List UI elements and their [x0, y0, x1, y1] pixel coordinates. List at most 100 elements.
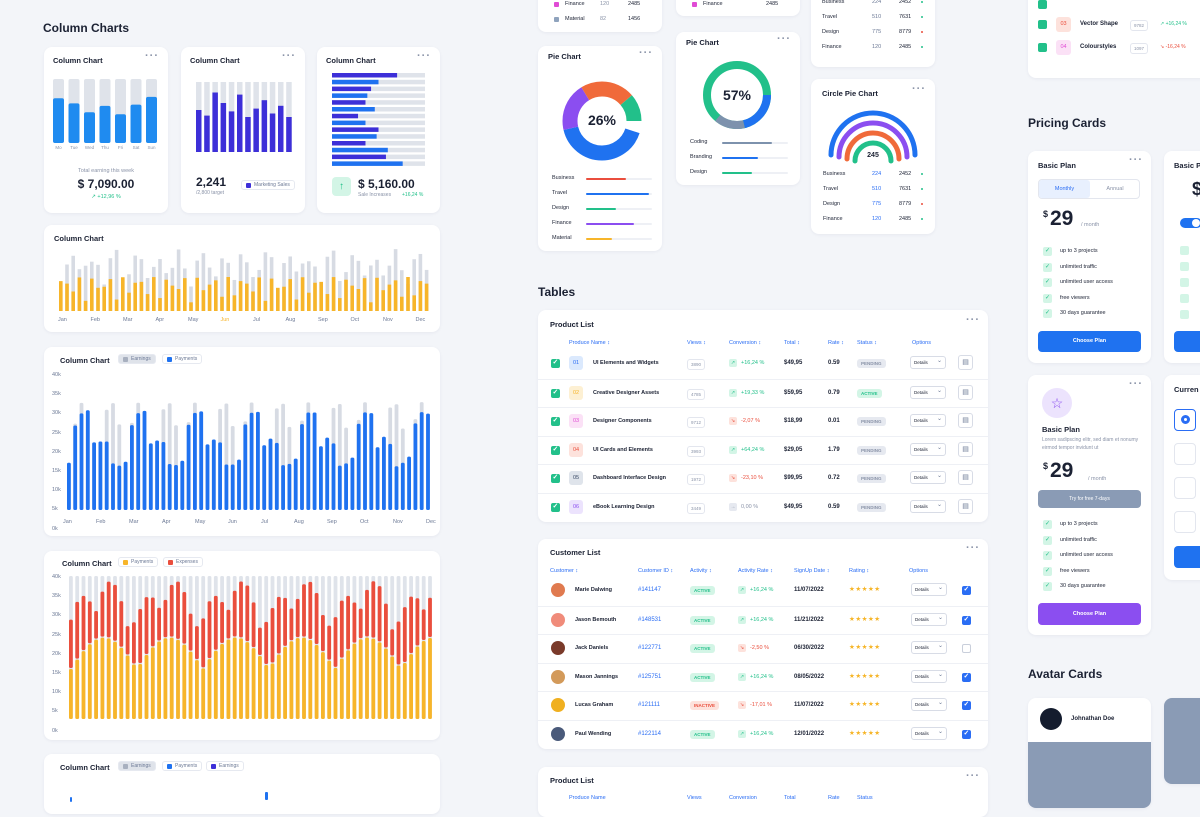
bar [419, 412, 424, 510]
continue-button[interactable] [1174, 546, 1200, 568]
more-options-icon[interactable]: ··· [639, 47, 653, 59]
feature-label: free viewers [1060, 567, 1090, 574]
activity-rate: -17,01 % [750, 702, 773, 709]
row-checkbox[interactable] [551, 416, 560, 426]
details-dropdown[interactable]: Details [910, 385, 946, 399]
row-checkbox[interactable] [962, 585, 971, 595]
legend-label: Earnings [131, 763, 151, 769]
customer-list-table: Customer List ··· Customer ↕ Customer ID … [538, 539, 988, 749]
bar-expenses [365, 589, 369, 637]
details-dropdown[interactable]: Details [911, 698, 947, 712]
row-checkbox[interactable] [962, 729, 971, 739]
details-dropdown[interactable]: Details [910, 414, 946, 427]
bar [183, 278, 187, 311]
file-icon[interactable]: ▤ [958, 470, 973, 485]
day-label: Sat [132, 145, 140, 150]
file-icon[interactable]: ▤ [958, 498, 973, 514]
donut-segment [562, 81, 642, 161]
more-options-icon[interactable]: ··· [417, 50, 431, 62]
bar-payments [409, 654, 413, 719]
bar [53, 98, 64, 143]
bar-track [332, 134, 425, 139]
radio-option[interactable] [1174, 477, 1196, 499]
details-dropdown[interactable]: Details [910, 356, 946, 369]
choose-plan-button[interactable]: Choose Plan [1038, 603, 1141, 625]
file-icon[interactable]: ▤ [958, 413, 973, 428]
arrow-up-right-icon: ↗ [738, 730, 746, 738]
tab-monthly[interactable]: Monthly [1039, 180, 1090, 198]
card-title: Column Chart [60, 356, 110, 365]
avatar-card: Johnathan Doe [1028, 698, 1151, 808]
sale-sub: Sale Increases [358, 192, 392, 198]
file-icon[interactable]: ▤ [958, 384, 973, 400]
toggle-switch[interactable] [1180, 218, 1200, 228]
signup-date: 11/21/2022 [794, 616, 824, 623]
month-label: Feb [90, 317, 100, 323]
more-options-icon[interactable]: ··· [282, 50, 296, 62]
choose-plan-button[interactable]: Choose Plan [1038, 331, 1141, 352]
mini-chart-card-1: Column Chart ··· Total earning this week… [44, 47, 168, 213]
bar-expenses [371, 581, 376, 638]
row-checkbox[interactable] [962, 672, 971, 682]
bar [228, 111, 235, 152]
row-checkbox[interactable] [1038, 20, 1047, 29]
details-dropdown[interactable]: Details [911, 583, 947, 596]
details-dropdown[interactable]: Details [910, 442, 946, 456]
partial-card-top-mid: Finance 2485 [676, 0, 800, 16]
row-checkbox[interactable] [551, 388, 560, 398]
row-name: Travel [822, 14, 838, 20]
bar-bg [325, 256, 330, 311]
tab-annual[interactable]: Annual [1106, 186, 1124, 192]
choose-plan-button[interactable] [1174, 331, 1200, 352]
month-label: Aug [285, 317, 296, 323]
table-row: Mason Jannings #125751 ACTIVE ↗ +16,24 % 08/0… [538, 662, 988, 691]
details-dropdown[interactable]: Details [911, 641, 947, 655]
radio-option[interactable] [1174, 511, 1196, 533]
more-options-icon[interactable]: ··· [1129, 378, 1143, 390]
details-dropdown[interactable]: Details [911, 612, 947, 626]
more-options-icon[interactable]: ··· [966, 770, 980, 782]
row-checkbox[interactable] [551, 473, 560, 483]
free-trial-button[interactable]: Try for free 7-days [1038, 490, 1141, 508]
row-total: 2452 [899, 171, 912, 177]
rate-value: 0.59 [828, 360, 840, 366]
file-icon[interactable]: ▤ [958, 441, 973, 457]
status-badge: ACTIVE [857, 388, 882, 398]
row-checkbox[interactable] [551, 502, 560, 512]
details-dropdown[interactable]: Details [910, 499, 946, 513]
more-options-icon[interactable]: ··· [777, 33, 791, 45]
bar [79, 413, 84, 510]
bar [256, 411, 260, 510]
bar-expenses [106, 581, 111, 638]
bar-payments [176, 639, 180, 719]
file-icon[interactable]: ▤ [958, 355, 973, 370]
details-dropdown[interactable]: Details [911, 669, 947, 683]
details-dropdown[interactable]: Details [911, 727, 947, 740]
more-options-icon[interactable]: ··· [966, 542, 980, 554]
row-checkbox[interactable] [551, 445, 560, 455]
row-checkbox[interactable] [551, 358, 560, 368]
more-options-icon[interactable]: ··· [145, 50, 159, 62]
signup-date: 11/07/2022 [794, 587, 824, 593]
more-options-icon[interactable]: ··· [1129, 154, 1143, 166]
checkbox[interactable] [1038, 0, 1047, 9]
row-checkbox[interactable] [962, 644, 971, 654]
row-checkbox[interactable] [962, 615, 971, 625]
details-dropdown[interactable]: Details [910, 471, 946, 484]
table-header-row: Customer ↕ Customer ID ↕ Activity ↕ Activit… [538, 568, 988, 578]
row-checkbox[interactable] [962, 700, 971, 711]
bar [84, 112, 95, 143]
radio-option[interactable] [1174, 443, 1196, 465]
row-checkbox[interactable] [1038, 43, 1047, 52]
product-name: UI Elements and Widgets [593, 360, 659, 366]
bar [130, 425, 134, 510]
bar [161, 441, 166, 510]
month-label: Mar [123, 317, 133, 323]
progress-fill [586, 208, 616, 210]
bar-payments [346, 650, 350, 719]
progress-fill [722, 142, 772, 144]
more-options-icon[interactable]: ··· [966, 314, 980, 326]
semi-circle-chart [828, 110, 918, 164]
bar [174, 465, 178, 510]
more-options-icon[interactable]: ··· [912, 83, 926, 95]
